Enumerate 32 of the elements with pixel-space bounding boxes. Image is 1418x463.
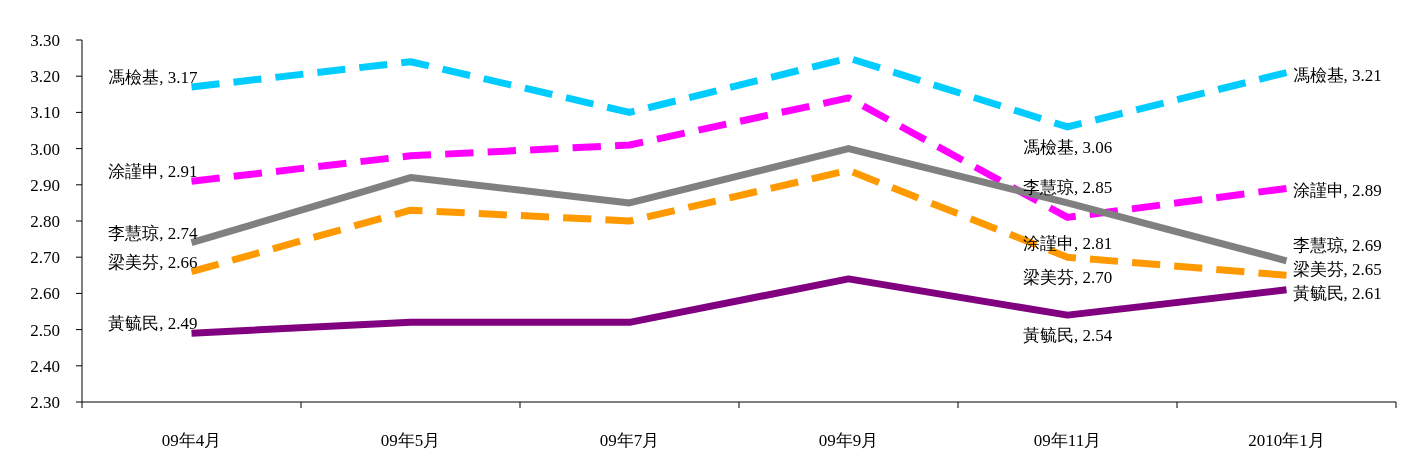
data-label: 涂謹申, 2.81 (1022, 234, 1113, 254)
y-tick-label: 2.50 (30, 320, 60, 340)
y-tick-label: 2.40 (30, 356, 60, 376)
data-label: 李慧琼, 2.85 (1022, 177, 1113, 197)
data-label: 黃毓民, 2.61 (1292, 283, 1382, 303)
data-label: 梁美芬, 2.70 (1022, 268, 1113, 288)
data-label: 黃毓民, 2.54 (1022, 326, 1113, 346)
data-label: 李慧琼, 2.69 (1292, 235, 1382, 255)
x-tick-label: 09年11月 (1033, 431, 1102, 450)
x-tick-label: 2010年1月 (1248, 431, 1325, 450)
data-label: 馮檢基, 3.17 (108, 68, 198, 88)
y-tick-label: 3.20 (30, 67, 60, 87)
y-tick-label: 2.90 (30, 175, 60, 195)
y-tick-label: 2.70 (30, 248, 60, 268)
y-tick-label: 2.60 (30, 284, 60, 304)
data-label: 梁美芬, 2.65 (1292, 259, 1382, 279)
x-tick-label: 09年9月 (818, 431, 879, 450)
x-tick-label: 09年5月 (380, 431, 441, 450)
x-tick-label: 09年7月 (599, 431, 660, 450)
x-tick-label: 09年4月 (161, 431, 222, 450)
y-tick-label: 3.30 (30, 31, 60, 50)
data-label: 梁美芬, 2.66 (108, 252, 198, 272)
data-label: 馮檢基, 3.06 (1022, 137, 1113, 157)
data-label: 馮檢基, 3.21 (1292, 65, 1382, 85)
y-tick-label: 3.00 (30, 139, 60, 159)
y-tick-label: 3.10 (30, 103, 60, 123)
data-label: 黃毓民, 2.49 (108, 314, 198, 334)
y-tick-label: 2.30 (30, 393, 60, 412)
data-label: 涂謹申, 2.91 (108, 162, 198, 182)
data-label: 涂謹申, 2.89 (1292, 181, 1382, 201)
data-label: 李慧琼, 2.74 (108, 223, 198, 243)
y-tick-label: 2.80 (30, 212, 60, 231)
